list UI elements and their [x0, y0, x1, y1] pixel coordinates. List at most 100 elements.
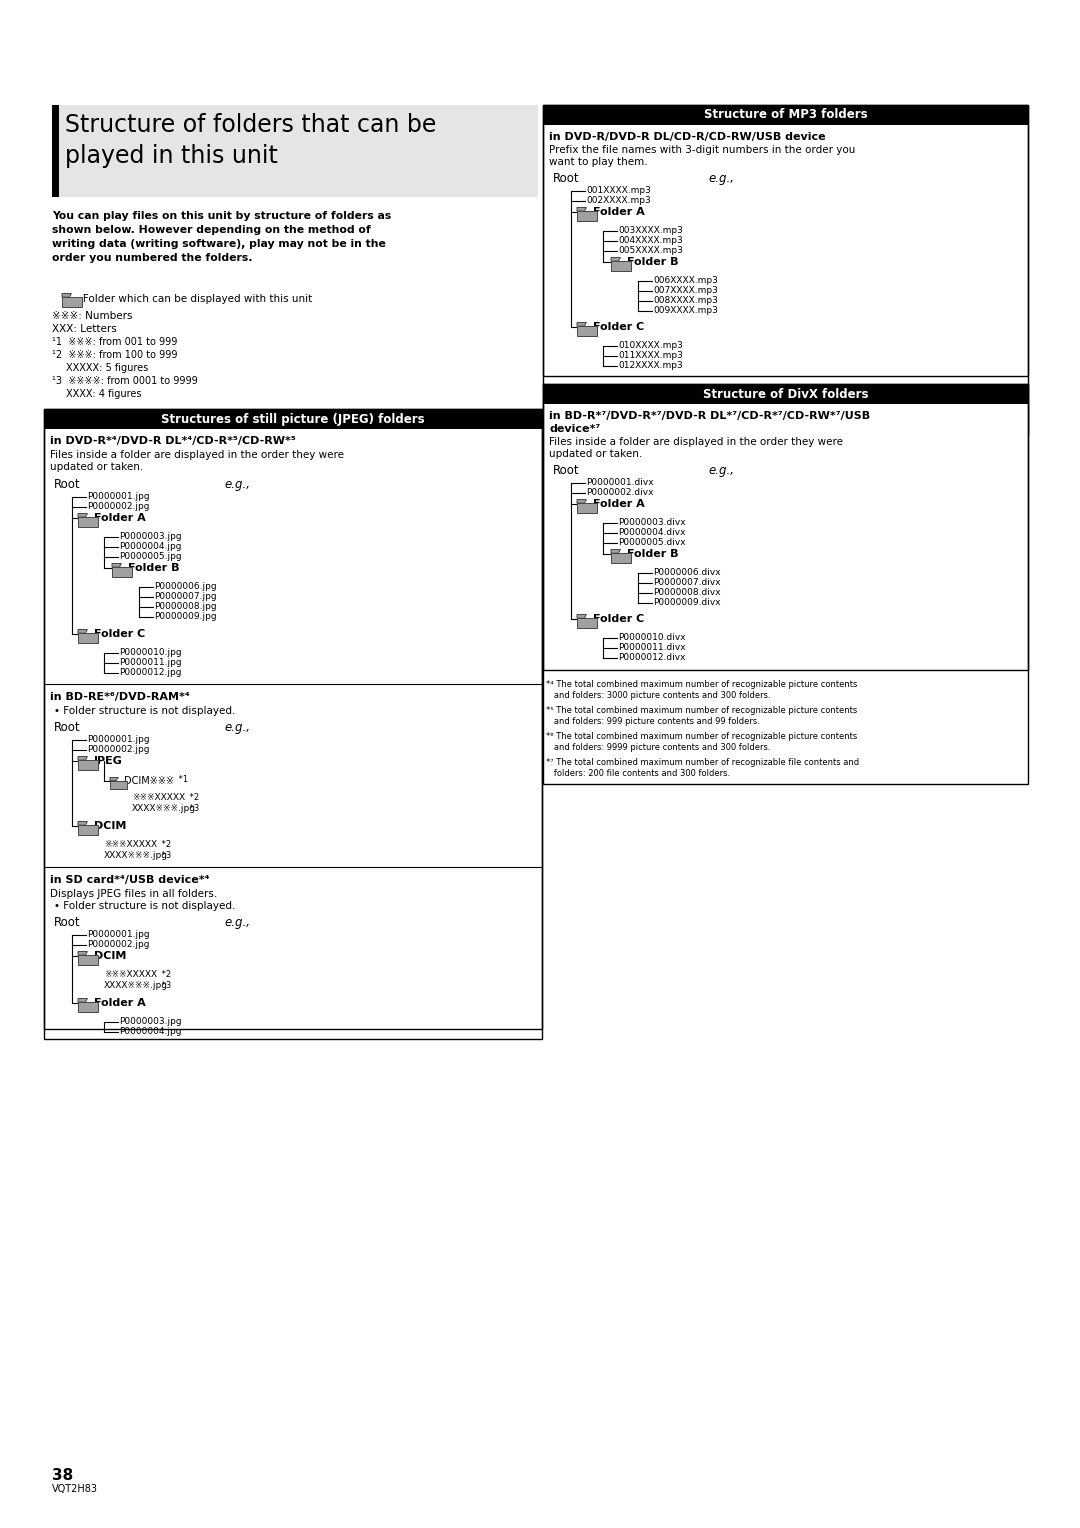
Text: updated or taken.: updated or taken.	[50, 461, 144, 472]
Bar	[543, 105, 1028, 435]
Text: P0000008.jpg: P0000008.jpg	[154, 602, 217, 611]
Text: P0000006.divx: P0000006.divx	[653, 568, 720, 578]
Text: P0000004.jpg: P0000004.jpg	[119, 1027, 181, 1036]
Text: e.g.,: e.g.,	[224, 478, 249, 490]
Polygon shape	[78, 513, 87, 516]
Bar	[52, 105, 538, 197]
Text: VQT2H83: VQT2H83	[52, 1484, 98, 1494]
Text: *⁷ The total combined maximum number of recognizable file contents and
   folder: *⁷ The total combined maximum number of …	[546, 758, 859, 778]
Text: P0000003.jpg: P0000003.jpg	[119, 532, 181, 541]
Text: 010XXXX.mp3: 010XXXX.mp3	[618, 341, 683, 350]
Text: Files inside a folder are displayed in the order they were: Files inside a folder are displayed in t…	[50, 451, 345, 460]
Polygon shape	[577, 322, 586, 325]
Polygon shape	[78, 630, 87, 633]
Text: P0000002.jpg: P0000002.jpg	[87, 503, 149, 510]
Polygon shape	[611, 553, 631, 562]
Text: P0000010.divx: P0000010.divx	[618, 633, 686, 642]
Text: XXX: Letters: XXX: Letters	[52, 324, 117, 335]
Text: 005XXXX.mp3: 005XXXX.mp3	[618, 246, 683, 255]
Text: P0000003.divx: P0000003.divx	[618, 518, 686, 527]
Text: *3: *3	[159, 851, 172, 860]
Text: Structure of MP3 folders: Structure of MP3 folders	[704, 108, 867, 122]
Polygon shape	[78, 952, 87, 955]
Text: Root: Root	[54, 478, 81, 490]
Polygon shape	[577, 614, 586, 619]
Text: ※※※XXXXX: ※※※XXXXX	[132, 793, 185, 802]
Polygon shape	[62, 293, 71, 296]
Text: *3: *3	[187, 804, 199, 813]
Text: P0000006.jpg: P0000006.jpg	[154, 582, 217, 591]
Text: updated or taken.: updated or taken.	[549, 449, 643, 458]
Text: 001XXXX.mp3: 001XXXX.mp3	[586, 186, 651, 196]
Text: Folder A: Folder A	[593, 500, 645, 509]
Polygon shape	[110, 778, 119, 781]
Text: ※※※: Numbers: ※※※: Numbers	[52, 312, 133, 321]
Text: P0000001.jpg: P0000001.jpg	[87, 735, 150, 744]
Text: P0000007.jpg: P0000007.jpg	[154, 591, 217, 601]
Bar	[52, 105, 59, 197]
Polygon shape	[78, 633, 97, 642]
Text: P0000011.jpg: P0000011.jpg	[119, 659, 181, 668]
Text: *⁶ The total combined maximum number of recognizable picture contents
   and fol: *⁶ The total combined maximum number of …	[546, 732, 858, 752]
Text: P0000002.jpg: P0000002.jpg	[87, 940, 149, 949]
Polygon shape	[577, 211, 596, 220]
Text: 003XXXX.mp3: 003XXXX.mp3	[618, 226, 683, 235]
Text: XXXX※※※.jpg: XXXX※※※.jpg	[104, 851, 168, 860]
Text: Displays JPEG files in all folders.: Displays JPEG files in all folders.	[50, 889, 217, 898]
Text: Folder C: Folder C	[593, 614, 645, 623]
Text: want to play them.: want to play them.	[549, 157, 648, 167]
Text: 004XXXX.mp3: 004XXXX.mp3	[618, 235, 683, 244]
Text: in DVD-R/DVD-R DL/CD-R/CD-RW/USB device: in DVD-R/DVD-R DL/CD-R/CD-RW/USB device	[549, 131, 825, 142]
Text: P0000009.jpg: P0000009.jpg	[154, 613, 217, 620]
Text: P0000003.jpg: P0000003.jpg	[119, 1018, 181, 1025]
Text: : Folder which can be displayed with this unit: : Folder which can be displayed with thi…	[76, 293, 312, 304]
Text: P0000009.divx: P0000009.divx	[653, 597, 720, 607]
Text: 006XXXX.mp3: 006XXXX.mp3	[653, 277, 718, 286]
Text: *⁵ The total combined maximum number of recognizable picture contents
   and fol: *⁵ The total combined maximum number of …	[546, 706, 858, 726]
Text: Root: Root	[54, 915, 81, 929]
Polygon shape	[577, 619, 596, 628]
Text: *2: *2	[159, 970, 171, 979]
Polygon shape	[78, 516, 97, 527]
Text: ¹2  ※※※: from 100 to 999: ¹2 ※※※: from 100 to 999	[52, 350, 177, 361]
Text: *1: *1	[176, 775, 188, 784]
Bar	[543, 384, 1028, 403]
Text: *2: *2	[187, 793, 199, 802]
Bar	[543, 384, 1028, 669]
Text: e.g.,: e.g.,	[708, 173, 734, 185]
Polygon shape	[112, 564, 121, 567]
Polygon shape	[62, 296, 81, 307]
Polygon shape	[577, 500, 586, 503]
Text: 008XXXX.mp3: 008XXXX.mp3	[653, 296, 718, 306]
Text: 007XXXX.mp3: 007XXXX.mp3	[653, 286, 718, 295]
Text: Folder A: Folder A	[593, 206, 645, 217]
Text: Root: Root	[553, 173, 580, 185]
Text: P0000002.divx: P0000002.divx	[586, 487, 653, 497]
Text: Folder A: Folder A	[94, 513, 146, 523]
Text: Folder C: Folder C	[593, 322, 645, 332]
Text: 002XXXX.mp3: 002XXXX.mp3	[586, 196, 651, 205]
Text: DCIM: DCIM	[94, 821, 126, 831]
Bar	[44, 410, 542, 1028]
Text: DCIM: DCIM	[94, 950, 126, 961]
Text: P0000001.jpg: P0000001.jpg	[87, 931, 150, 940]
Polygon shape	[577, 503, 596, 512]
Text: ※※※XXXXX: ※※※XXXXX	[104, 970, 157, 979]
Text: JPEG: JPEG	[94, 756, 123, 766]
Text: Structure of folders that can be
played in this unit: Structure of folders that can be played …	[65, 113, 436, 168]
Text: ¹1  ※※※: from 001 to 999: ¹1 ※※※: from 001 to 999	[52, 338, 177, 347]
Bar	[543, 384, 1028, 784]
Text: device*⁷: device*⁷	[549, 423, 600, 434]
Bar	[543, 105, 1028, 376]
Text: ※※※XXXXX: ※※※XXXXX	[104, 840, 157, 850]
Text: P0000004.jpg: P0000004.jpg	[119, 542, 181, 552]
Text: • Folder structure is not displayed.: • Folder structure is not displayed.	[54, 706, 235, 717]
Text: P0000012.divx: P0000012.divx	[618, 652, 686, 662]
Text: in BD-R*⁷/DVD-R*⁷/DVD-R DL*⁷/CD-R*⁷/CD-RW*⁷/USB: in BD-R*⁷/DVD-R*⁷/DVD-R DL*⁷/CD-R*⁷/CD-R…	[549, 411, 870, 422]
Bar	[44, 410, 542, 1039]
Polygon shape	[78, 1002, 97, 1012]
Text: Folder C: Folder C	[94, 630, 145, 639]
Text: P0000007.divx: P0000007.divx	[653, 578, 720, 587]
Polygon shape	[78, 998, 87, 1002]
Text: 012XXXX.mp3: 012XXXX.mp3	[618, 361, 683, 370]
